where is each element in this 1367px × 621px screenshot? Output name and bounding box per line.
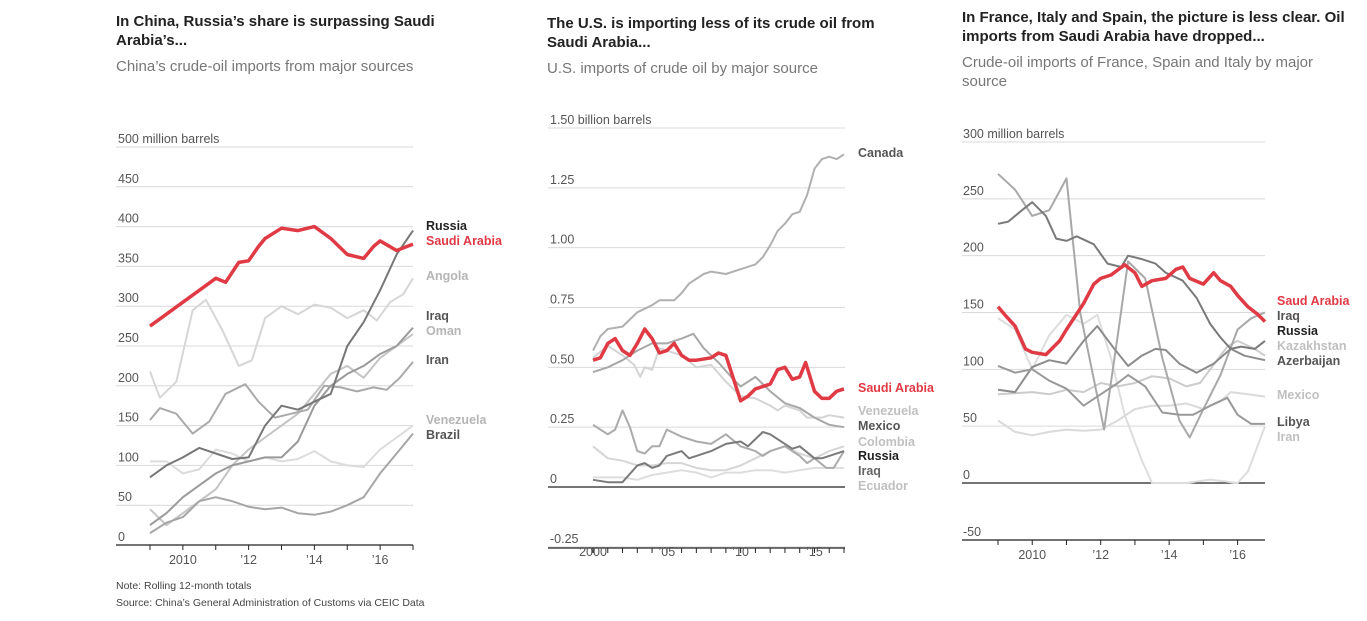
series-line-azerbaijan bbox=[997, 325, 1266, 394]
series-line-russia bbox=[149, 230, 414, 479]
series-label: Iran bbox=[1277, 430, 1300, 444]
series-label: Iraq bbox=[426, 309, 449, 323]
y-tick-label: 0 bbox=[118, 530, 125, 544]
y-tick-label: 350 bbox=[118, 251, 139, 265]
series-label: Oman bbox=[426, 324, 461, 338]
y-tick-label: 100 bbox=[118, 450, 139, 464]
series-label: Ecuador bbox=[858, 479, 908, 493]
series-line-mexico bbox=[592, 332, 845, 429]
chart1-subtitle: China’s crude-oil imports from major sou… bbox=[116, 58, 414, 75]
y-tick-label: 50 bbox=[963, 411, 977, 425]
series-label: Azerbaijan bbox=[1277, 354, 1340, 368]
y-tick-label: 500 million barrels bbox=[118, 132, 219, 146]
x-tick-label: ’16 bbox=[372, 553, 389, 567]
y-tick-label: 50 bbox=[118, 490, 132, 504]
x-tick-label: ’12 bbox=[1092, 548, 1109, 562]
y-tick-label: 300 million barrels bbox=[963, 127, 1064, 141]
series-label: Saudi Arabia bbox=[858, 381, 935, 395]
y-tick-label: 200 bbox=[963, 241, 984, 255]
chart3-title: In France, Italy and Spain, the picture … bbox=[962, 9, 1345, 45]
series-line-saudi-arabia bbox=[148, 224, 414, 328]
x-tick-label: ’16 bbox=[1229, 548, 1246, 562]
y-tick-label: 300 bbox=[118, 291, 139, 305]
chart-note: Note: Rolling 12-month totals bbox=[116, 580, 252, 592]
series-line-canada bbox=[592, 153, 845, 352]
series-label: Mexico bbox=[858, 419, 901, 433]
series-line-iran bbox=[149, 361, 414, 435]
series-line-iraq bbox=[997, 201, 1266, 350]
series-label: Russia bbox=[858, 449, 900, 463]
series-label: Angola bbox=[426, 269, 469, 283]
series-line-russia bbox=[592, 431, 845, 484]
series-line-mexico bbox=[997, 391, 1266, 437]
y-tick-label: 200 bbox=[118, 371, 139, 385]
series-label: Iraq bbox=[1277, 309, 1300, 323]
series-label: Russia bbox=[426, 219, 468, 233]
series-line-venezuela bbox=[150, 424, 414, 475]
x-tick-label: 2000 bbox=[579, 545, 607, 559]
x-tick-label: ’14 bbox=[1161, 548, 1178, 562]
series-line-saud-arabia bbox=[996, 263, 1267, 357]
series-line-brazil bbox=[149, 432, 414, 534]
series-label: Brazil bbox=[426, 428, 460, 442]
series-line-ecuador bbox=[593, 466, 844, 481]
chart2-subtitle: U.S. imports of crude oil by major sourc… bbox=[547, 60, 818, 77]
series-line-kazakhstan bbox=[997, 339, 1266, 396]
y-tick-label: 450 bbox=[118, 172, 139, 186]
series-line-libya bbox=[997, 173, 1266, 439]
x-tick-label: 2010 bbox=[169, 553, 197, 567]
y-tick-label: 0 bbox=[550, 472, 557, 486]
series-label: Iraq bbox=[858, 464, 881, 478]
y-tick-label: 1.50 billion barrels bbox=[550, 113, 651, 127]
y-tick-label: 400 bbox=[118, 212, 139, 226]
series-label: Russia bbox=[1277, 324, 1319, 338]
series-label: Kazakhstan bbox=[1277, 339, 1346, 353]
series-label: Libya bbox=[1277, 415, 1311, 429]
series-line-russia bbox=[997, 364, 1265, 425]
x-tick-label: ’12 bbox=[240, 553, 257, 567]
series-label: Saud Arabia bbox=[1277, 294, 1351, 308]
series-line-angola bbox=[149, 277, 414, 399]
y-tick-label: 150 bbox=[118, 411, 139, 425]
series-line-iraq bbox=[149, 327, 414, 526]
chart3-subtitle: Crude-oil imports of France, Spain and I… bbox=[962, 54, 1313, 90]
series-label: Saudi Arabia bbox=[426, 234, 503, 248]
series-label: Canada bbox=[858, 146, 904, 160]
y-tick-label: 100 bbox=[963, 354, 984, 368]
y-tick-label: 250 bbox=[118, 331, 139, 345]
series-label: Mexico bbox=[1277, 388, 1320, 402]
y-tick-label: 0.25 bbox=[550, 412, 574, 426]
x-tick-label: ’10 bbox=[732, 545, 749, 559]
y-tick-label: 0.75 bbox=[550, 293, 574, 307]
series-label: Iran bbox=[426, 353, 449, 367]
series-line-saudi-arabia bbox=[592, 327, 845, 403]
y-tick-label: 250 bbox=[963, 184, 984, 198]
x-tick-label: ’05 bbox=[658, 545, 675, 559]
y-tick-label: 0.50 bbox=[550, 352, 574, 366]
chart2-title: The U.S. is importing less of its crude … bbox=[547, 15, 875, 51]
x-tick-label: ’15 bbox=[806, 545, 823, 559]
y-tick-label: 1.25 bbox=[550, 173, 574, 187]
y-tick-label: 1.00 bbox=[550, 233, 574, 247]
x-tick-label: ’14 bbox=[306, 553, 323, 567]
series-label: Venezuela bbox=[426, 413, 487, 427]
series-line-venezuela bbox=[592, 344, 845, 419]
series-line-iraq bbox=[592, 409, 845, 469]
x-tick-label: 2010 bbox=[1018, 548, 1046, 562]
y-tick-label: -50 bbox=[963, 525, 981, 539]
y-tick-label: 0 bbox=[963, 468, 970, 482]
series-label: Colombia bbox=[858, 435, 916, 449]
chart1-title: In China, Russia’s share is surpassing S… bbox=[116, 13, 435, 49]
y-tick-label: 150 bbox=[963, 298, 984, 312]
chart-source: Source: China’s General Administration o… bbox=[116, 597, 425, 609]
y-tick-label: -0.25 bbox=[550, 532, 579, 546]
series-label: Venezuela bbox=[858, 404, 919, 418]
series-line-colombia bbox=[592, 445, 845, 472]
